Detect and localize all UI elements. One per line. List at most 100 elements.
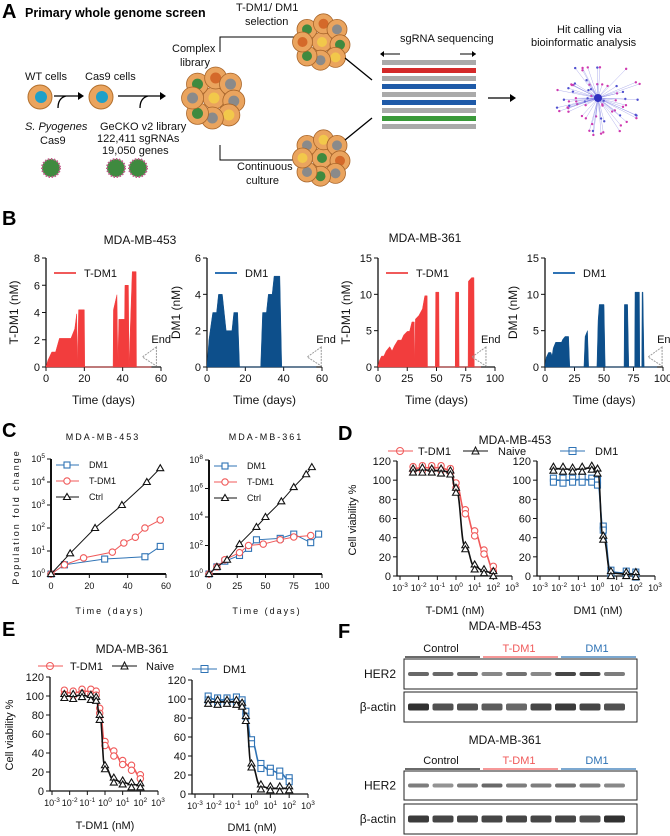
blot-band <box>555 703 576 711</box>
blot-band <box>555 672 576 676</box>
network-node <box>598 66 602 69</box>
nucleus-icon <box>315 171 326 182</box>
y-tick-label: 20 <box>32 767 44 779</box>
triangle-marker <box>488 571 498 580</box>
triangle-marker <box>598 535 608 543</box>
selection-label-2: selection <box>245 16 288 28</box>
legend-label: Ctrl <box>89 492 103 502</box>
y-tick-label: 5 <box>533 326 539 338</box>
blot-band <box>555 783 576 788</box>
sequencing-read <box>382 84 476 89</box>
blot-band <box>408 703 429 711</box>
triangle-marker <box>479 568 489 577</box>
nucleus-icon <box>210 72 222 84</box>
network-node <box>624 103 628 107</box>
blot-band <box>604 783 625 788</box>
y-tick-label: 100 <box>31 568 45 579</box>
panel-label-e: E <box>2 619 15 641</box>
end-label: End <box>151 334 171 346</box>
blot-group-label: DM1 <box>585 643 608 655</box>
dose-area-DM1 <box>544 291 658 368</box>
selected-cells-cluster <box>292 13 351 71</box>
y-tick-label: 60 <box>174 732 186 744</box>
triangle-marker-icon <box>120 660 129 670</box>
panel-label-d: D <box>338 423 352 445</box>
network-edge <box>597 97 624 108</box>
dose-area-T-DM1 <box>377 277 481 368</box>
triangle-marker <box>408 467 418 476</box>
y-tick-label: 104 <box>31 476 45 487</box>
network-edge <box>597 83 640 99</box>
network-edge <box>568 97 599 112</box>
triangle-marker <box>606 571 616 580</box>
network-edge <box>589 97 599 131</box>
network-node <box>556 88 559 92</box>
network-edge <box>597 97 627 106</box>
sequencing-reads-icon <box>380 51 476 129</box>
y-tick-label: 101 <box>31 545 45 556</box>
blot-band <box>506 703 527 711</box>
legend-label: Ctrl <box>247 493 261 503</box>
nucleus-icon <box>318 134 329 145</box>
c-xlabel-2: Time (days) <box>232 606 301 616</box>
y-tick-label: 80 <box>519 494 531 506</box>
y-tick-label: 4 <box>195 289 201 301</box>
circle-marker-icon <box>396 447 404 455</box>
network-node <box>596 83 599 86</box>
network-edge <box>582 67 599 99</box>
series-line-Ctrl <box>208 466 313 575</box>
end-triangle-icon <box>306 346 322 367</box>
legend-label: DM1 <box>245 268 268 280</box>
y-tick-label: 60 <box>379 514 391 526</box>
hit-calling-label: Hit calling via <box>557 24 623 36</box>
square-marker <box>578 478 586 486</box>
x-tick-label: 25 <box>232 581 242 591</box>
y-tick-label: 105 <box>31 453 45 464</box>
circle-marker <box>141 524 149 532</box>
c-title-453: MDA-MB-453 <box>66 432 141 442</box>
square-marker <box>569 478 577 486</box>
y-tick-label: 100 <box>26 691 44 703</box>
y-tick-label: 5 <box>366 326 372 338</box>
x-tick-label: 100 <box>98 797 112 808</box>
circle-marker <box>244 541 253 550</box>
blot-band <box>604 815 625 823</box>
y-axis-label: T-DM1 (nM) <box>339 281 353 345</box>
square-marker <box>156 542 164 550</box>
blot-band <box>481 815 503 823</box>
square-marker <box>588 478 596 486</box>
x-tick-label: 100 <box>314 581 329 591</box>
branch-lines <box>219 36 298 161</box>
blot-row-label: β-actin <box>360 700 396 714</box>
dose-area-T-DM1 <box>45 271 152 368</box>
blot-group-label: T-DM1 <box>503 643 536 655</box>
network-node <box>606 84 609 88</box>
nucleus-icon <box>330 52 341 63</box>
network-node <box>558 109 561 113</box>
triangle-marker <box>95 715 105 723</box>
y-tick-label: 8 <box>34 253 40 265</box>
blot-band <box>579 783 601 788</box>
y-tick-label: 80 <box>32 710 44 722</box>
triangle-marker <box>46 569 56 578</box>
fit-curve-Naive <box>413 468 494 574</box>
s-pyogenes-label: S. Pyogenes <box>25 121 88 133</box>
x-tick-label: 20 <box>84 581 94 591</box>
blot-band <box>530 703 552 711</box>
blot-band <box>457 783 478 788</box>
panel-a-schematic: Primary whole genome screen WT cells Cas… <box>25 2 641 187</box>
y-tick-label: 6 <box>195 253 201 265</box>
screen-title: Primary whole genome screen <box>25 6 206 20</box>
blot-band <box>530 672 552 676</box>
sequencing-read <box>382 108 476 113</box>
cas9-cells-label: Cas9 cells <box>85 71 136 83</box>
circle-marker <box>259 540 267 548</box>
x-tick-label: 100 <box>486 373 504 385</box>
square-marker <box>593 481 602 489</box>
network-edge <box>587 67 599 99</box>
end-label: End <box>481 334 501 346</box>
triangle-marker <box>301 469 311 478</box>
x-tick-label: 0 <box>542 373 548 385</box>
chart-C1: 0 20 40 60 100 101 102 103 104 105 DM1 T-DM1 Ctrl <box>31 453 171 591</box>
x-tick-label: 0 <box>43 373 49 385</box>
